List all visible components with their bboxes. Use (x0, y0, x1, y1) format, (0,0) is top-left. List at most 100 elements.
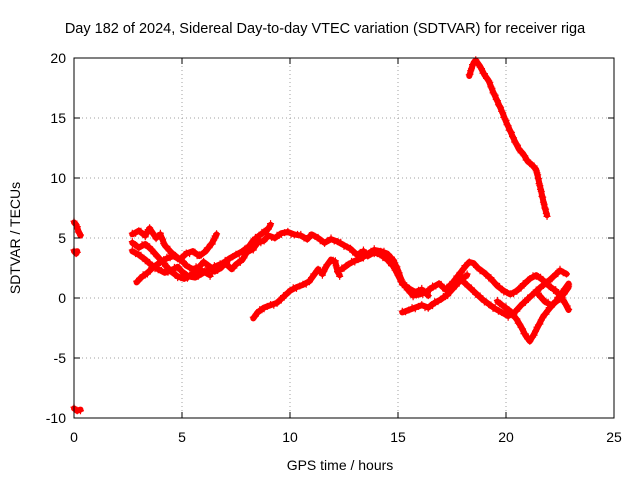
data-track-n (534, 282, 573, 310)
data-point-marker (193, 264, 201, 272)
data-point-marker (321, 239, 329, 247)
data-track-k (398, 270, 471, 316)
data-point-marker (308, 274, 316, 282)
data-point-marker (542, 310, 550, 318)
data-point-marker (524, 156, 532, 164)
data-point-marker (247, 240, 255, 248)
data-point-marker (541, 204, 549, 212)
data-point-marker (539, 314, 547, 322)
y-tick-label: 0 (58, 290, 66, 306)
data-point-marker (243, 245, 251, 253)
data-point-marker (534, 289, 542, 297)
data-point-marker (559, 269, 567, 277)
data-point-marker (485, 77, 493, 85)
data-point-marker (312, 269, 320, 277)
x-tick-label: 25 (606, 429, 622, 445)
data-point-marker (359, 246, 367, 254)
data-point-marker (476, 63, 484, 71)
data-point-marker (514, 319, 522, 327)
data-point-marker (393, 263, 401, 271)
data-point-marker (483, 270, 491, 278)
data-point-marker (534, 175, 542, 183)
data-point-marker (346, 244, 354, 252)
data-point-marker (318, 271, 326, 279)
data-point-marker (400, 281, 408, 289)
data-point-marker (503, 289, 511, 297)
data-point-marker (465, 258, 473, 266)
data-point-marker (563, 302, 571, 310)
data-point-marker (511, 314, 519, 322)
data-track-o (465, 56, 551, 220)
data-point-marker (402, 282, 410, 290)
data-markers (70, 56, 573, 415)
data-point-marker (506, 127, 514, 135)
data-point-marker (459, 265, 467, 273)
data-point-marker (540, 200, 548, 208)
data-point-marker (503, 121, 511, 129)
data-point-marker (526, 275, 534, 283)
data-point-marker (554, 270, 562, 278)
data-point-marker (478, 65, 486, 73)
y-tick-label: 5 (58, 230, 66, 246)
y-tick-label: 10 (50, 170, 66, 186)
data-point-marker (344, 260, 352, 268)
data-point-marker (496, 102, 504, 110)
data-point-marker (284, 227, 292, 235)
data-point-marker (426, 286, 434, 294)
data-point-marker (157, 266, 165, 274)
data-point-marker (267, 220, 275, 228)
y-tick-label: -5 (54, 350, 67, 366)
data-point-marker (208, 240, 216, 248)
data-point-marker (390, 256, 398, 264)
data-point-marker (532, 327, 540, 335)
data-point-marker (148, 245, 156, 253)
data-point-marker (521, 330, 529, 338)
data-point-marker (493, 97, 501, 105)
data-point-marker (491, 91, 499, 99)
data-point-marker (167, 266, 175, 274)
data-point-marker (486, 78, 494, 86)
data-point-marker (560, 290, 568, 298)
data-point-marker (380, 247, 388, 255)
data-point-marker (536, 320, 544, 328)
data-point-marker (519, 325, 527, 333)
data-point-marker (510, 134, 518, 142)
data-point-marker (516, 320, 524, 328)
data-track-h (210, 220, 275, 270)
data-point-marker (444, 292, 452, 300)
data-point-marker (542, 205, 550, 213)
data-point-marker (490, 90, 498, 98)
data-point-marker (150, 230, 158, 238)
data-point-marker (392, 262, 400, 270)
data-point-marker (156, 259, 164, 267)
data-point-marker (565, 305, 573, 313)
data-point-marker (141, 233, 149, 241)
data-point-marker (452, 282, 460, 290)
data-point-marker (76, 407, 84, 415)
data-point-marker (73, 248, 81, 256)
y-tick-label: 15 (50, 110, 66, 126)
data-point-marker (240, 254, 248, 262)
x-tick-label: 20 (498, 429, 514, 445)
data-point-marker (538, 192, 546, 200)
data-point-marker (472, 56, 480, 64)
data-point-marker (156, 229, 164, 237)
data-point-marker (513, 307, 521, 315)
data-point-marker (132, 250, 140, 258)
data-track-i (249, 256, 344, 322)
data-point-marker (504, 122, 512, 130)
data-point-marker (494, 307, 502, 315)
x-tick-label: 10 (282, 429, 298, 445)
data-point-marker (556, 295, 564, 303)
data-point-marker (249, 246, 257, 254)
data-point-marker (565, 282, 573, 290)
data-band (535, 284, 572, 309)
data-point-marker (467, 284, 475, 292)
data-point-marker (264, 225, 272, 233)
data-point-marker (517, 323, 525, 331)
chart-title: Day 182 of 2024, Sidereal Day-to-day VTE… (65, 21, 586, 37)
data-point-marker (327, 234, 335, 242)
data-point-marker (487, 274, 495, 282)
data-point-marker (412, 291, 420, 299)
data-point-marker (159, 235, 167, 243)
